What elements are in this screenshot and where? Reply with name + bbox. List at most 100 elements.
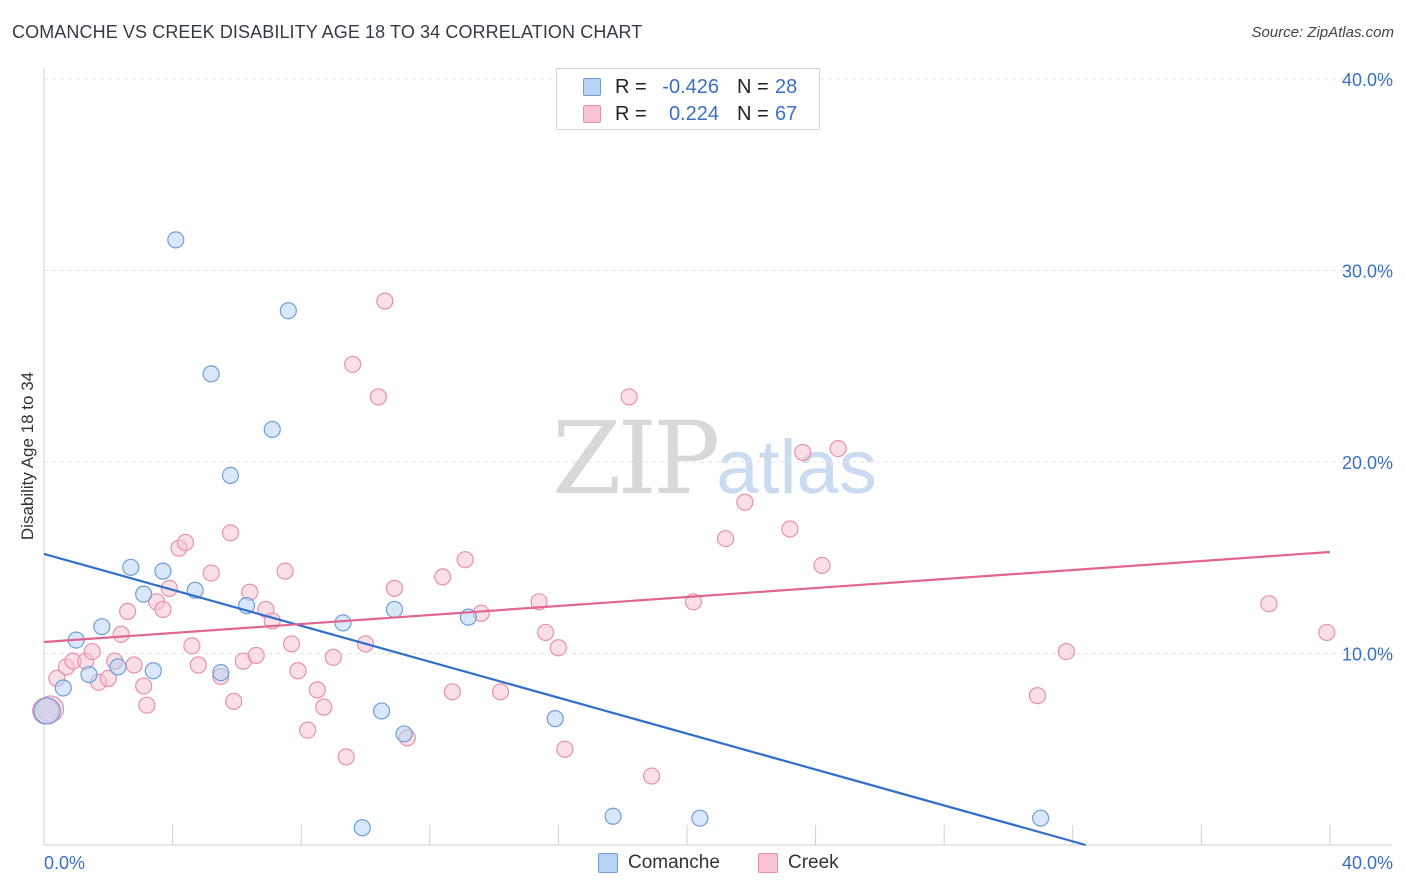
creek-point xyxy=(1028,687,1047,705)
watermark: ZIPatlas xyxy=(552,400,877,517)
creek-point xyxy=(556,740,574,758)
creek-point xyxy=(221,524,240,542)
comanche-point xyxy=(691,809,709,827)
comanche-swatch xyxy=(583,78,601,96)
creek-point xyxy=(736,493,754,511)
comanche-point xyxy=(122,558,140,576)
comanche-point xyxy=(1032,809,1050,827)
creek-point xyxy=(829,439,847,458)
creek-point xyxy=(620,388,638,406)
creek-point xyxy=(1057,642,1075,661)
comanche-point xyxy=(54,679,72,697)
comanche-point xyxy=(167,231,185,249)
creek-point xyxy=(225,692,243,710)
creek-point xyxy=(202,564,220,582)
comanche-point xyxy=(80,665,98,684)
comanche-swatch xyxy=(598,853,618,873)
source-label: Source: ZipAtlas.com xyxy=(1251,24,1394,41)
creek-point xyxy=(315,698,333,716)
r-value: 0.224 xyxy=(668,102,719,125)
comanche-point xyxy=(109,658,127,676)
comanche-point xyxy=(334,614,352,632)
creek-point xyxy=(369,388,387,406)
chart-title: COMANCHE VS CREEK DISABILITY AGE 18 TO 3… xyxy=(12,22,643,42)
creek-point xyxy=(549,639,568,657)
creek-point xyxy=(385,579,404,597)
comanche-point xyxy=(135,585,153,603)
watermark-zip: ZIP xyxy=(552,400,720,517)
creek-point xyxy=(112,625,130,643)
creek-point xyxy=(443,683,461,701)
y-tick-label: 40.0% xyxy=(1342,70,1393,90)
comanche-point xyxy=(263,420,281,439)
creek-point xyxy=(794,443,812,462)
creek-point xyxy=(536,623,555,642)
legend-row-comanche: R = -0.426 N = 28 xyxy=(583,74,797,100)
creek-point xyxy=(125,656,143,674)
comanche-point xyxy=(279,302,297,320)
creek-point xyxy=(337,748,355,766)
legend-item-comanche: Comanche xyxy=(598,852,720,874)
n-value: 28 xyxy=(775,75,798,98)
creek-point xyxy=(1260,595,1278,613)
creek-point xyxy=(299,721,317,739)
creek-point xyxy=(1318,623,1336,642)
creek-point xyxy=(376,292,394,310)
comanche-trend-line xyxy=(43,552,1086,847)
comanche-point xyxy=(221,466,240,485)
r-label: R = xyxy=(615,75,647,98)
creek-point xyxy=(135,677,153,695)
creek-point xyxy=(781,520,799,538)
creek-point xyxy=(344,355,362,373)
comanche-point xyxy=(372,702,391,720)
creek-point xyxy=(308,681,326,699)
x-tick-label-max: 40.0% xyxy=(1342,853,1393,873)
n-label: N = xyxy=(737,102,769,125)
n-value: 67 xyxy=(775,102,798,125)
creek-trend-line xyxy=(43,550,1331,644)
creek-point xyxy=(813,556,831,575)
creek-point xyxy=(643,767,661,785)
creek-point xyxy=(324,648,342,666)
creek-point xyxy=(138,696,156,714)
creek-point xyxy=(530,593,548,611)
legend-item-creek: Creek xyxy=(758,852,839,874)
n-label: N = xyxy=(737,75,769,98)
comanche-point xyxy=(202,365,220,383)
comanche-point xyxy=(546,710,564,728)
r-value: -0.426 xyxy=(662,75,719,98)
y-tick-label: 10.0% xyxy=(1342,645,1393,665)
creek-swatch xyxy=(583,105,601,123)
r-label: R = xyxy=(615,102,647,125)
x-tick-label-min: 0.0% xyxy=(44,853,85,873)
legend-label-comanche: Comanche xyxy=(628,852,720,873)
legend-label-creek: Creek xyxy=(788,852,839,873)
comanche-point xyxy=(604,807,622,825)
comanche-point xyxy=(93,618,111,636)
comanche-point xyxy=(33,697,61,725)
creek-point xyxy=(176,533,195,552)
creek-point xyxy=(183,637,201,655)
creek-point xyxy=(154,600,172,619)
comanche-point xyxy=(144,662,162,680)
comanche-point xyxy=(212,664,230,682)
comanche-point xyxy=(395,725,413,743)
legend-row-creek: R = 0.224 N = 67 xyxy=(583,101,797,127)
creek-point xyxy=(247,646,265,665)
creek-point xyxy=(456,551,474,569)
y-tick-label: 20.0% xyxy=(1342,453,1393,473)
creek-point xyxy=(83,642,101,661)
series-legend: Comanche Creek xyxy=(0,852,1406,876)
creek-point xyxy=(99,669,117,687)
comanche-point xyxy=(385,600,404,619)
creek-point xyxy=(289,662,307,680)
creek-point xyxy=(491,683,510,701)
y-tick-label: 30.0% xyxy=(1342,262,1393,282)
creek-point xyxy=(276,562,294,580)
comanche-point xyxy=(353,819,371,837)
creek-point xyxy=(434,568,452,586)
creek-point xyxy=(282,635,301,653)
creek-point xyxy=(716,529,735,548)
creek-point xyxy=(118,602,137,620)
